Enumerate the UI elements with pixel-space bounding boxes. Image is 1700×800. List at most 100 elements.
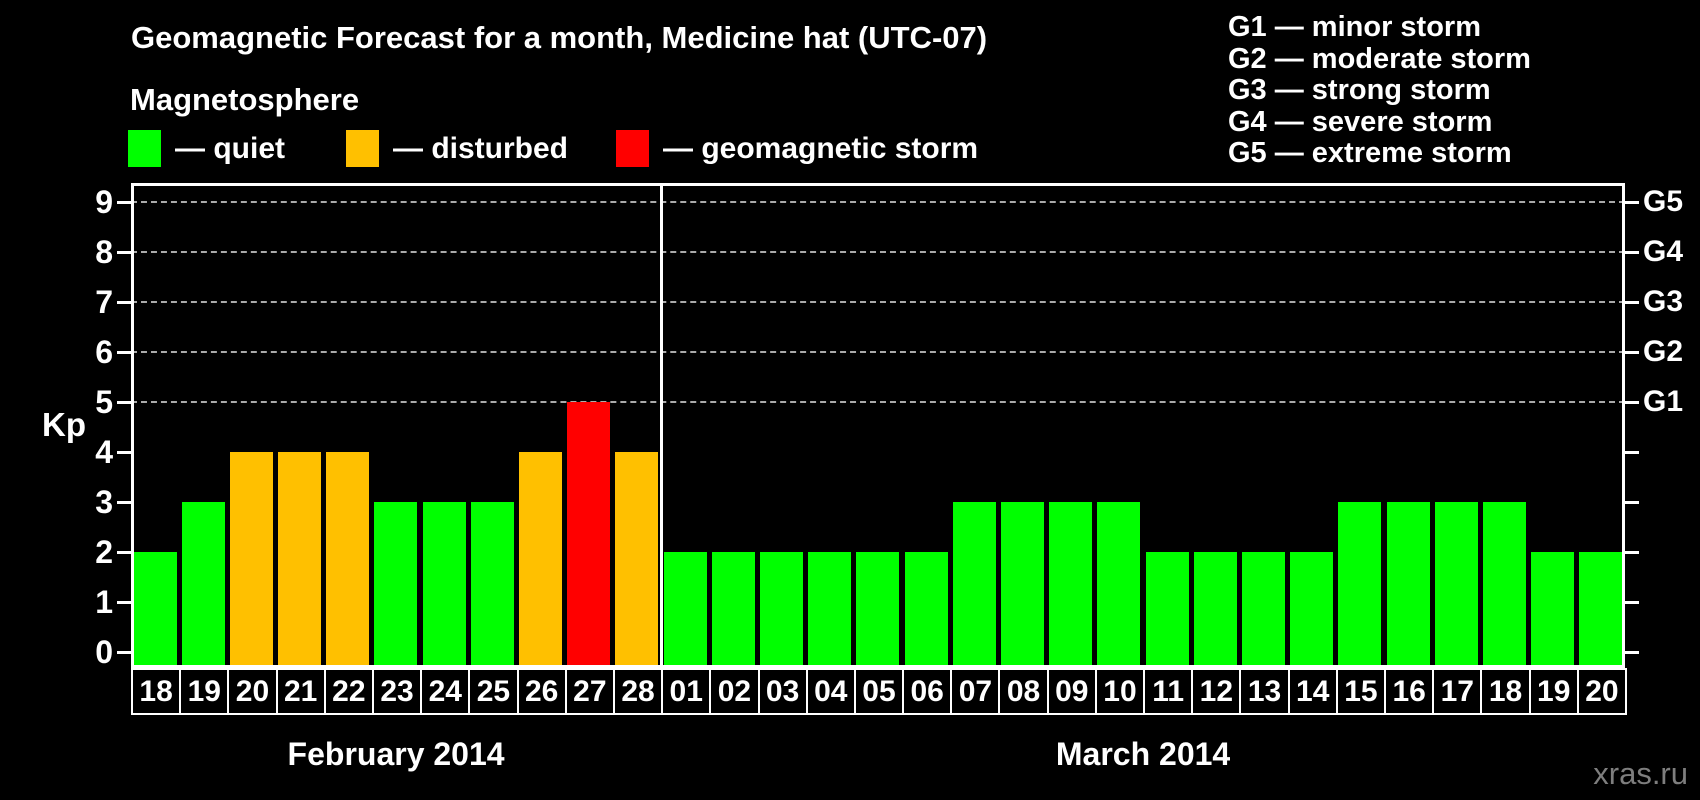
- g-axis-label: G1: [1643, 385, 1684, 418]
- day-label-box: 18: [1480, 668, 1531, 715]
- day-label-box: 01: [661, 668, 712, 715]
- day-label-box: 12: [1191, 668, 1242, 715]
- day-label-box: 08: [998, 668, 1049, 715]
- day-label-box: 20: [1576, 668, 1627, 715]
- left-axis-tick: [117, 400, 131, 404]
- kp-bar: [519, 452, 563, 668]
- kp-bar: [904, 552, 948, 668]
- storm-color-swatch: [616, 130, 649, 167]
- y-axis-title: Kp: [42, 406, 86, 443]
- right-axis-tick: [1625, 450, 1639, 454]
- month-label-february: February 2014: [287, 736, 505, 772]
- day-label-box: 21: [275, 668, 326, 715]
- gridline-kp7: [131, 301, 1625, 303]
- kp-bar: [181, 502, 225, 668]
- y-axis-tick-label: 1: [95, 584, 113, 620]
- kp-bar: [952, 502, 996, 668]
- legend-item-quiet: — quiet: [128, 130, 285, 167]
- right-axis-tick: [1625, 250, 1639, 254]
- y-axis-tick-label: 5: [95, 384, 113, 420]
- kp-bar: [808, 552, 852, 668]
- quiet-color-swatch: [128, 130, 161, 167]
- y-axis-tick-label: 0: [95, 634, 113, 670]
- kp-bar: [326, 452, 370, 668]
- left-axis-tick: [117, 550, 131, 554]
- day-label-box: 06: [902, 668, 953, 715]
- day-label-box: 11: [1143, 668, 1194, 715]
- kp-bar: [374, 502, 418, 668]
- day-label-box: 07: [950, 668, 1001, 715]
- kp-bar: [1482, 502, 1526, 668]
- g-scale-item: G1 — minor storm: [1228, 11, 1481, 43]
- day-label-box: 25: [468, 668, 519, 715]
- legend-item-label: — disturbed: [393, 131, 569, 165]
- legend-item-storm: — geomagnetic storm: [616, 130, 978, 167]
- y-axis-tick-label: 7: [95, 284, 113, 320]
- kp-bar: [856, 552, 900, 668]
- right-axis-tick: [1625, 500, 1639, 504]
- kp-bar: [422, 502, 466, 668]
- kp-bar: [1386, 502, 1430, 668]
- y-axis-tick-label: 4: [95, 434, 113, 470]
- right-axis-tick: [1625, 200, 1639, 204]
- kp-bar: [1241, 552, 1285, 668]
- right-axis-tick: [1625, 550, 1639, 554]
- kp-bar: [278, 452, 322, 668]
- kp-bar: [760, 552, 804, 668]
- kp-bar: [1531, 552, 1575, 668]
- right-axis-tick: [1625, 350, 1639, 354]
- status-legend: — quiet — disturbed — geomagnetic storm: [0, 130, 1700, 172]
- watermark: xras.ru: [1593, 756, 1688, 791]
- y-axis-tick-label: 8: [95, 234, 113, 270]
- day-label-box: 13: [1239, 668, 1290, 715]
- legend-item-disturbed: — disturbed: [346, 130, 568, 167]
- chart-title: Geomagnetic Forecast for a month, Medici…: [131, 20, 988, 55]
- g-axis-label: G4: [1643, 235, 1684, 268]
- kp-bar: [663, 552, 707, 668]
- day-label-box: 10: [1094, 668, 1146, 715]
- y-axis-tick-label: 6: [95, 334, 113, 370]
- g-axis-label: G2: [1643, 335, 1684, 368]
- day-label-box: 24: [420, 668, 471, 715]
- day-label-box: 23: [371, 668, 423, 715]
- right-axis-tick: [1625, 650, 1639, 654]
- day-label-box: 22: [323, 668, 374, 715]
- gridline-kp6: [131, 351, 1625, 353]
- day-label-box: 28: [612, 668, 664, 715]
- kp-bar: [1434, 502, 1478, 668]
- left-axis-tick: [117, 350, 131, 354]
- kp-bar: [1290, 552, 1334, 668]
- magnetosphere-subtitle: Magnetosphere: [130, 82, 360, 117]
- day-label-box: 20: [227, 668, 278, 715]
- day-label-box: 05: [853, 668, 905, 715]
- kp-bar: [1338, 502, 1382, 668]
- left-axis-tick: [117, 300, 131, 304]
- right-axis-tick: [1625, 600, 1639, 604]
- g-axis-label: G3: [1643, 285, 1684, 318]
- left-axis-tick: [117, 200, 131, 204]
- day-label-box: 27: [564, 668, 615, 715]
- y-axis-tick-label: 3: [95, 484, 113, 520]
- y-axis-tick-label: 9: [95, 184, 113, 220]
- g-scale-item: G2 — moderate storm: [1228, 42, 1531, 75]
- day-label-box: 17: [1432, 668, 1483, 715]
- day-label-box: 18: [131, 668, 182, 715]
- day-label-box: 19: [179, 668, 230, 715]
- plot-area: 0 1 2 3 4 5 6 7 8 9 G1 G2 G3 G4 G5: [95, 183, 1683, 670]
- kp-bar: [615, 452, 659, 668]
- right-axis-tick: [1625, 400, 1639, 404]
- g-scale-legend: G1 — minor storm G2 — moderate storm G3 — …: [1228, 11, 1531, 170]
- kp-bar: [1049, 502, 1093, 668]
- day-label-box: 09: [1046, 668, 1097, 715]
- right-axis-tick: [1625, 300, 1639, 304]
- g-scale-item: G5 — extreme storm: [1228, 137, 1512, 169]
- day-label-box: 16: [1384, 668, 1435, 715]
- disturbed-color-swatch: [346, 130, 379, 167]
- day-label-box: 02: [709, 668, 760, 715]
- day-label-row: 18 19 20 21 22 23 24 25 26 27 28 01 02 03 04 05 06 07 08 09…: [131, 668, 1627, 715]
- kp-bar: [1097, 502, 1141, 668]
- kp-bar: [567, 402, 611, 668]
- kp-bar: [1000, 502, 1044, 668]
- y-axis-tick-label: 2: [95, 534, 113, 570]
